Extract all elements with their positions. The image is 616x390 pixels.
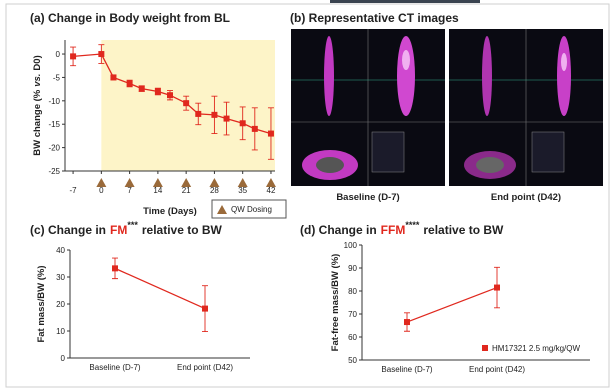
x-tick-label: 7 xyxy=(127,186,132,195)
title-text: relative to BW xyxy=(423,223,504,237)
x-tick-label: 0 xyxy=(99,186,104,195)
x-tick-label: -7 xyxy=(70,186,78,195)
y-tick-label: 20 xyxy=(56,300,65,309)
data-point xyxy=(268,131,274,137)
ct-image-baseline xyxy=(291,29,445,186)
ct-label: End point (D42) xyxy=(491,192,561,203)
y-tick-label: 10 xyxy=(56,327,65,336)
title-text: (d) Change in xyxy=(300,223,377,237)
ct-title: (b) Representative CT images xyxy=(290,11,459,25)
title-highlight: FFM xyxy=(381,223,406,237)
legend-label: QW Dosing xyxy=(231,205,272,214)
significance: *** xyxy=(127,220,138,230)
y-tick-label: 70 xyxy=(348,310,357,319)
legend-marker xyxy=(482,345,488,351)
y-tick-label: 50 xyxy=(348,356,357,365)
y-tick-label: 60 xyxy=(348,333,357,342)
title-highlight: FM xyxy=(110,223,127,237)
y-tick-label: -15 xyxy=(48,120,60,129)
data-point xyxy=(70,53,76,59)
y-tick-label: 30 xyxy=(56,273,65,282)
y-axis-label: BW change (% vs. D0) xyxy=(32,55,43,156)
data-point xyxy=(224,116,230,122)
data-point xyxy=(127,81,133,87)
y-tick-label: 80 xyxy=(348,287,357,296)
data-point xyxy=(494,285,500,291)
data-point xyxy=(252,126,258,132)
x-tick-label: Baseline (D-7) xyxy=(381,365,432,374)
top-bar xyxy=(330,0,480,3)
x-tick-label: 28 xyxy=(210,186,219,195)
x-tick-label: 21 xyxy=(182,186,191,195)
figure: (b) Representative CT images Baseline (D… xyxy=(0,0,616,390)
y-tick-label: 100 xyxy=(344,241,358,250)
ct-label: Baseline (D-7) xyxy=(336,192,399,203)
data-point xyxy=(167,92,173,98)
data-point xyxy=(195,111,201,117)
data-point xyxy=(183,100,189,106)
y-axis-label: Fat-free mass/BW (%) xyxy=(330,254,341,352)
data-point xyxy=(155,88,161,94)
y-label-part: D0) xyxy=(32,55,43,70)
y-tick-label: 40 xyxy=(56,246,65,255)
data-point xyxy=(211,112,217,118)
data-point xyxy=(404,319,410,325)
panel-title: (d) Change in FFM****relative to BW xyxy=(300,220,504,237)
panel-title: (c) Change in FM*** relative to BW xyxy=(30,220,223,237)
x-axis-label: Time (Days) xyxy=(143,206,197,217)
y-tick-label: 90 xyxy=(348,264,357,273)
y-tick-label: -10 xyxy=(48,97,60,106)
data-point xyxy=(202,306,208,312)
y-tick-label: -5 xyxy=(53,73,61,82)
ct-image-endpoint xyxy=(449,29,603,186)
y-tick-label: -25 xyxy=(48,167,60,176)
y-tick-label: 0 xyxy=(61,354,66,363)
panel-title: (a) Change in Body weight from BL xyxy=(30,11,230,25)
data-point xyxy=(112,265,118,271)
data-point xyxy=(139,86,145,92)
title-text: (c) Change in xyxy=(30,223,106,237)
title-text: relative to BW xyxy=(142,223,223,237)
data-point xyxy=(98,51,104,57)
data-point xyxy=(110,74,116,80)
data-point xyxy=(240,120,246,126)
y-label-part: vs. xyxy=(32,74,43,87)
x-tick-label: 42 xyxy=(267,186,276,195)
x-tick-label: 35 xyxy=(238,186,247,195)
x-tick-label: End point (D42) xyxy=(469,365,525,374)
x-tick-label: Baseline (D-7) xyxy=(89,363,140,372)
significance: **** xyxy=(405,220,420,230)
x-tick-label: 14 xyxy=(153,186,162,195)
y-axis-label: Fat mass/BW (%) xyxy=(36,265,47,342)
legend-label: HM17321 2.5 mg/kg/QW xyxy=(492,344,580,353)
y-tick-label: -20 xyxy=(48,144,60,153)
y-label-part: BW change (% xyxy=(32,89,43,156)
x-tick-label: End point (D42) xyxy=(177,363,233,372)
y-tick-label: 0 xyxy=(56,50,61,59)
